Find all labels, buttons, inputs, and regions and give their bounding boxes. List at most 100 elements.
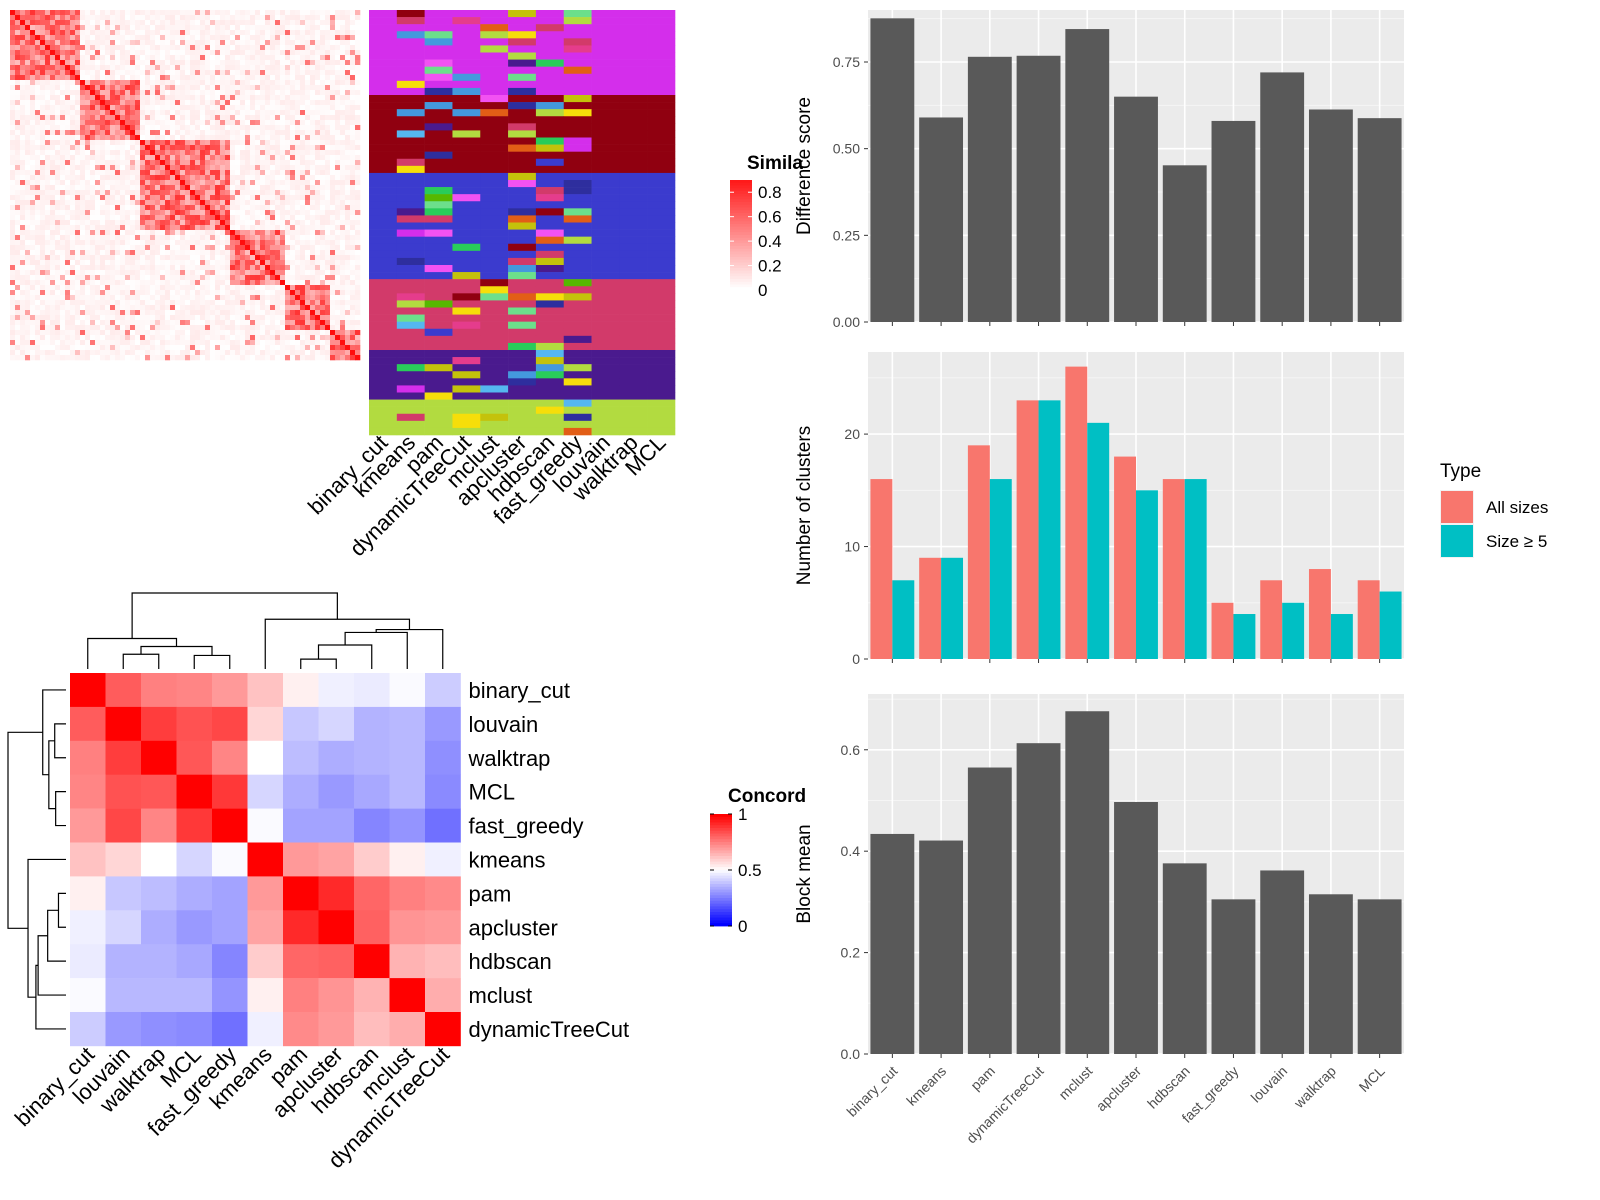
similarity-cell <box>100 145 106 151</box>
similarity-cell <box>275 185 281 191</box>
similarity-cell <box>270 125 276 131</box>
similarity-cell <box>220 330 226 336</box>
similarity-cell <box>345 85 351 91</box>
similarity-cell <box>285 350 291 356</box>
similarity-cell <box>10 305 16 311</box>
similarity-cell <box>310 300 316 306</box>
similarity-cell <box>275 30 281 36</box>
similarity-cell <box>240 305 246 311</box>
similarity-cell <box>150 95 156 101</box>
similarity-cell <box>110 20 116 26</box>
similarity-cell <box>150 90 156 96</box>
similarity-cell <box>75 135 81 141</box>
similarity-cell <box>185 35 191 41</box>
similarity-cell <box>10 100 16 106</box>
similarity-cell <box>135 170 141 176</box>
similarity-cell <box>220 110 226 116</box>
similarity-cell <box>135 150 141 156</box>
similarity-cell <box>135 10 141 16</box>
similarity-cell <box>345 60 351 66</box>
similarity-cell <box>35 355 41 361</box>
similarity-cell <box>180 20 186 26</box>
similarity-cell <box>110 15 116 21</box>
similarity-cell <box>340 35 346 41</box>
similarity-cell <box>300 120 306 126</box>
similarity-cell <box>255 125 261 131</box>
similarity-cell <box>90 165 96 171</box>
similarity-cell <box>250 320 256 326</box>
similarity-cell <box>295 330 301 336</box>
similarity-cell <box>155 20 161 26</box>
class-cell <box>480 31 509 39</box>
similarity-cell <box>335 15 341 21</box>
similarity-cell <box>200 180 206 186</box>
similarity-cell <box>270 295 276 301</box>
similarity-cell <box>60 35 66 41</box>
similarity-cell <box>325 90 331 96</box>
similarity-cell <box>325 225 331 231</box>
similarity-cell <box>165 260 171 266</box>
similarity-cell <box>75 130 81 136</box>
similarity-cell <box>15 195 21 201</box>
similarity-cell <box>210 150 216 156</box>
similarity-cell <box>40 75 46 81</box>
similarity-cell <box>125 80 131 86</box>
similarity-cell <box>100 275 106 281</box>
similarity-cell <box>145 85 151 91</box>
similarity-cell <box>165 150 171 156</box>
similarity-cell <box>105 335 111 341</box>
similarity-cell <box>235 210 241 216</box>
similarity-cell <box>270 330 276 336</box>
similarity-cell <box>80 25 86 31</box>
similarity-cell <box>150 265 156 271</box>
similarity-cell <box>245 145 251 151</box>
similarity-cell <box>325 140 331 146</box>
similarity-cell <box>45 65 51 71</box>
similarity-cell <box>145 140 151 146</box>
similarity-cell <box>145 95 151 101</box>
class-cell <box>396 24 425 32</box>
similarity-cell <box>180 330 186 336</box>
similarity-cell <box>355 95 361 101</box>
similarity-cell <box>180 290 186 296</box>
similarity-cell <box>200 285 206 291</box>
similarity-cell <box>355 335 361 341</box>
similarity-cell <box>125 200 131 206</box>
similarity-cell <box>185 125 191 131</box>
similarity-cell <box>315 195 321 201</box>
similarity-cell <box>40 10 46 16</box>
similarity-cell <box>120 215 126 221</box>
similarity-cell <box>120 300 126 306</box>
similarity-cell <box>110 60 116 66</box>
similarity-cell <box>285 165 291 171</box>
similarity-cell <box>260 100 266 106</box>
similarity-cell <box>265 290 271 296</box>
similarity-cell <box>80 325 86 331</box>
similarity-cell <box>310 210 316 216</box>
similarity-cell <box>150 30 156 36</box>
similarity-cell <box>200 80 206 86</box>
similarity-cell <box>215 95 221 101</box>
similarity-cell <box>25 235 31 241</box>
similarity-cell <box>225 265 231 271</box>
similarity-cell <box>75 310 81 316</box>
similarity-cell <box>355 135 361 141</box>
similarity-cell <box>270 260 276 266</box>
similarity-cell <box>100 330 106 336</box>
similarity-cell <box>190 295 196 301</box>
similarity-cell <box>170 50 176 56</box>
similarity-cell <box>275 150 281 156</box>
similarity-cell <box>50 215 56 221</box>
similarity-cell <box>145 195 151 201</box>
similarity-cell <box>110 190 116 196</box>
similarity-cell <box>195 110 201 116</box>
similarity-cell <box>90 130 96 136</box>
similarity-cell <box>230 340 236 346</box>
similarity-cell <box>230 90 236 96</box>
similarity-cell <box>125 90 131 96</box>
similarity-cell <box>280 30 286 36</box>
similarity-cell <box>240 220 246 226</box>
similarity-cell <box>350 355 356 361</box>
similarity-cell <box>215 265 221 271</box>
similarity-cell <box>280 35 286 41</box>
